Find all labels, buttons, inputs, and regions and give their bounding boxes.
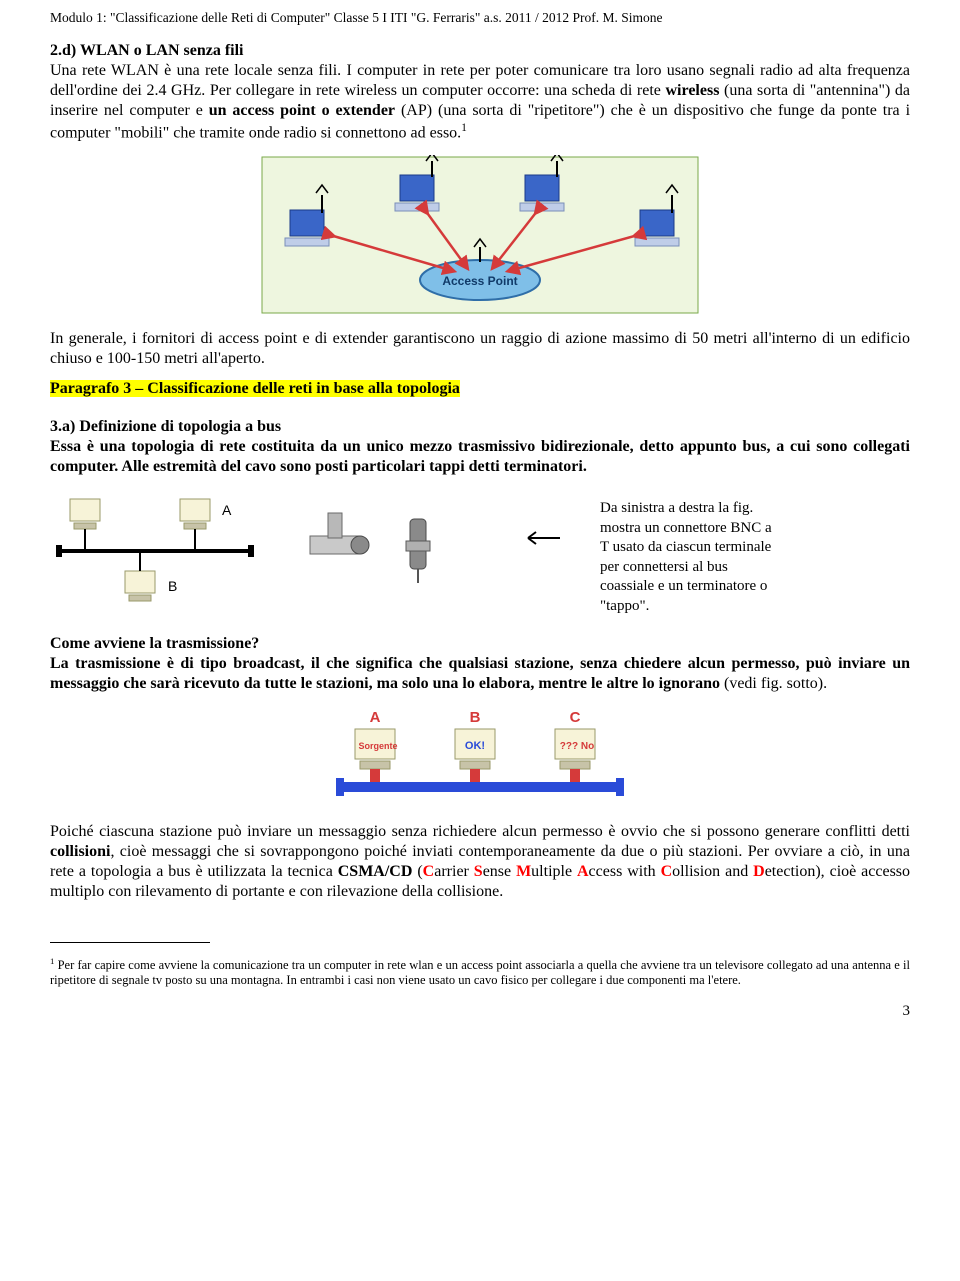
- label-c: C: [570, 709, 581, 726]
- para-ap-range: In generale, i fornitori di access point…: [50, 329, 910, 369]
- bus-node: [70, 499, 100, 549]
- bus-node: [180, 499, 210, 549]
- heading-2d: 2.d) WLAN o LAN senza fili: [50, 41, 910, 61]
- text: (: [412, 863, 422, 880]
- text-bold: CSMA/CD: [338, 863, 413, 880]
- caption-line: coassiale e un terminatore o: [600, 578, 767, 594]
- text-red: M: [516, 863, 531, 880]
- page-header: Modulo 1: "Classificazione delle Reti di…: [50, 0, 910, 35]
- text: ense: [483, 863, 516, 880]
- text: ultiple: [531, 863, 577, 880]
- bnc-caption: Da sinistra a destra la fig. mostra un c…: [600, 499, 772, 616]
- bus-node: [125, 553, 155, 601]
- label-sorgente: Sorgente: [358, 741, 397, 751]
- text: Poiché ciascuna stazione può inviare un …: [50, 823, 910, 840]
- caption-line: T usato da ciascun terminale: [600, 539, 771, 555]
- bc-node: C ??? No: [555, 709, 595, 782]
- text: arrier: [434, 863, 474, 880]
- footnote-1: 1 Per far capire come avviene la comunic…: [50, 956, 910, 989]
- caption-line: "tappo".: [600, 598, 649, 614]
- row-bus-figure: A B Da sinistra a destra la fig. mostra …: [50, 491, 910, 616]
- ap-label: Access Point: [442, 274, 517, 288]
- diagram-bnc-connector: [300, 501, 480, 591]
- page-number: 3: [50, 1002, 910, 1021]
- label-no: ??? No: [560, 741, 594, 752]
- diagram-bus-topology: A B: [50, 491, 260, 611]
- text-red: D: [753, 863, 765, 880]
- text: ollision and: [672, 863, 753, 880]
- label-b: B: [470, 709, 481, 726]
- bc-node: B OK!: [455, 709, 495, 782]
- heading-3a: 3.a) Definizione di topologia a bus: [50, 417, 910, 437]
- diagram-wlan: Access Point: [260, 155, 700, 315]
- text-red: S: [474, 863, 483, 880]
- footnote-separator: [50, 942, 210, 943]
- diagram-broadcast: A Sorgente B OK! C ??? No: [330, 704, 630, 804]
- heading-hl: Paragrafo 3 – Classificazione delle reti…: [50, 380, 460, 397]
- para-wlan: Una rete WLAN è una rete locale senza fi…: [50, 61, 910, 143]
- text: ccess with: [589, 863, 661, 880]
- label-b: B: [168, 578, 177, 594]
- text-red: C: [661, 863, 673, 880]
- label-a: A: [370, 709, 381, 726]
- para-csma: Poiché ciascuna stazione può inviare un …: [50, 822, 910, 902]
- caption-line: mostra un connettore BNC a: [600, 520, 772, 536]
- text-bold: un access point o extender: [209, 102, 395, 119]
- heading-transmission: Come avviene la trasmissione?: [50, 634, 910, 654]
- heading-para3: Paragrafo 3 – Classificazione delle reti…: [50, 379, 910, 399]
- text: (vedi fig. sotto).: [724, 675, 827, 692]
- footnote-text: Per far capire come avviene la comunicaz…: [50, 958, 910, 988]
- footnote-ref: 1: [461, 122, 467, 134]
- bc-node: A Sorgente: [355, 709, 398, 782]
- label-ok: OK!: [465, 740, 485, 752]
- para-bus-def: Essa è una topologia di rete costituita …: [50, 437, 910, 477]
- para-broadcast: La trasmissione è di tipo broadcast, il …: [50, 654, 910, 694]
- text-red: A: [577, 863, 589, 880]
- label-a: A: [222, 502, 232, 518]
- text-bold: collisioni: [50, 843, 110, 860]
- text-bold: wireless: [666, 82, 720, 99]
- caption-line: Da sinistra a destra la fig.: [600, 500, 753, 516]
- text-red: C: [423, 863, 435, 880]
- arrow-left: [520, 531, 560, 545]
- caption-line: per connettersi al bus: [600, 559, 728, 575]
